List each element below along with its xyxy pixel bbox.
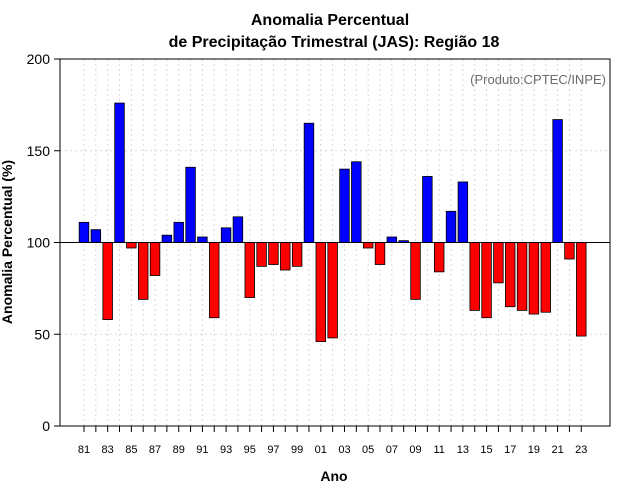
bar-88 [161,234,173,243]
bar-81 [78,221,90,243]
bar-18 [516,242,528,311]
bar-91 [197,236,208,243]
bar-04 [351,161,362,243]
bar-14 [469,242,480,311]
x-axis-ticks: 81 83 85 87 89 91 93 95 97 99 01 03 05 07 09 11 13 15 17 19… [78,426,587,456]
bar-94 [232,216,244,243]
x-tick-label: 13 [457,444,469,456]
bar-95 [244,242,255,298]
x-tick-label: 91 [196,444,208,456]
x-tick-label: 17 [504,444,516,456]
bar-85 [126,242,137,249]
bar-97 [268,242,279,265]
bar-87 [149,242,161,276]
x-tick-label: 89 [173,444,185,456]
x-tick-label: 11 [433,444,444,456]
x-axis-label: Ano [320,468,347,484]
bar-96 [256,242,267,267]
bar-84 [114,102,125,243]
bar-10 [422,176,433,243]
x-tick-label: 81 [78,444,90,456]
credit-label: (Produto:CPTEC/INPE) [470,72,606,87]
x-tick-label: 03 [338,444,350,456]
bar-99 [291,242,303,267]
bar-22 [564,242,575,260]
bar-17 [505,242,516,308]
y-axis-label: Anomalia Percentual (%) [0,160,15,324]
chart-title-line1: Anomalia Percentual [251,12,409,29]
x-tick-label: 93 [220,444,232,456]
x-tick-label: 85 [125,444,137,456]
x-tick-label: 15 [480,444,492,456]
bar-92 [209,242,220,319]
bar-11 [433,242,445,273]
x-tick-label: 87 [149,444,161,456]
x-tick-label: 09 [409,444,421,456]
bar-83 [102,242,113,320]
x-tick-label: 21 [551,444,563,456]
bar-21 [552,119,563,243]
bar-07 [386,236,398,243]
y-axis-ticks: 0 50 100 150 200 [27,51,60,434]
x-tick-label: 01 [315,444,327,456]
y-tick-label: 150 [27,143,51,159]
bar-05 [362,242,374,249]
bar-12 [445,210,457,243]
bar-23 [576,242,587,337]
bar-89 [173,221,184,243]
bar-20 [540,242,551,313]
x-tick-label: 97 [267,444,279,456]
bar-93 [220,227,232,243]
bar-16 [493,242,504,284]
bar-00 [303,122,315,243]
x-tick-label: 95 [244,444,256,456]
bar-09 [410,242,421,300]
x-tick-label: 99 [291,444,303,456]
x-tick-label: 83 [102,444,114,456]
bar-98 [280,242,291,271]
bar-06 [374,242,386,265]
bar-86 [137,242,149,300]
bar-01 [315,242,327,342]
x-tick-label: 23 [575,444,587,456]
x-tick-label: 07 [386,444,398,456]
x-tick-label: 05 [362,444,374,456]
chart-title-line2: de Precipitação Trimestral (JAS): Região… [169,34,500,51]
bar-90 [185,166,196,243]
y-tick-label: 50 [34,326,50,342]
bars [78,102,587,342]
bar-15 [481,242,492,319]
y-tick-label: 0 [42,418,50,434]
bar-13 [457,181,469,243]
bar-82 [90,229,102,243]
y-tick-label: 100 [27,235,51,251]
bar-03 [339,168,350,243]
bar-02 [327,242,338,339]
bar-19 [528,242,540,315]
x-tick-label: 19 [528,444,540,456]
y-tick-label: 200 [27,51,51,67]
